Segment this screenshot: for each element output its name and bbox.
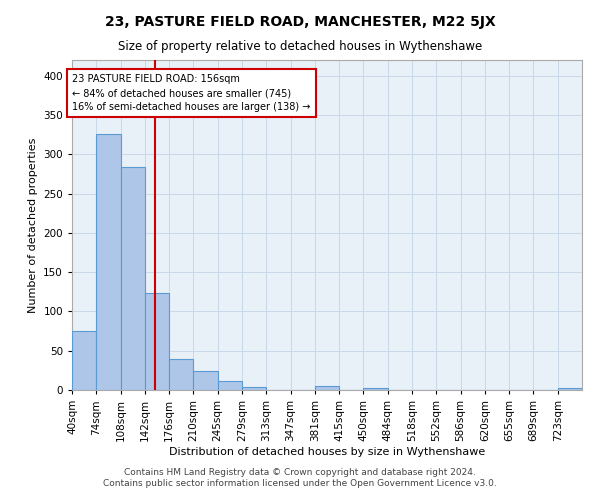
Bar [364, 388, 388, 390]
Text: Contains HM Land Registry data © Crown copyright and database right 2024.
Contai: Contains HM Land Registry data © Crown c… [103, 468, 497, 487]
Bar [96, 134, 121, 390]
Bar [558, 388, 582, 390]
Bar [242, 387, 266, 390]
Bar [218, 382, 242, 390]
X-axis label: Distribution of detached houses by size in Wythenshawe: Distribution of detached houses by size … [169, 446, 485, 456]
Bar [315, 386, 339, 390]
Bar [169, 360, 193, 390]
Text: Size of property relative to detached houses in Wythenshawe: Size of property relative to detached ho… [118, 40, 482, 53]
Bar [121, 167, 145, 390]
Bar [193, 371, 218, 390]
Bar [145, 292, 169, 390]
Y-axis label: Number of detached properties: Number of detached properties [28, 138, 38, 312]
Text: 23 PASTURE FIELD ROAD: 156sqm
← 84% of detached houses are smaller (745)
16% of : 23 PASTURE FIELD ROAD: 156sqm ← 84% of d… [73, 74, 311, 112]
Bar [72, 331, 96, 390]
Text: 23, PASTURE FIELD ROAD, MANCHESTER, M22 5JX: 23, PASTURE FIELD ROAD, MANCHESTER, M22 … [104, 15, 496, 29]
